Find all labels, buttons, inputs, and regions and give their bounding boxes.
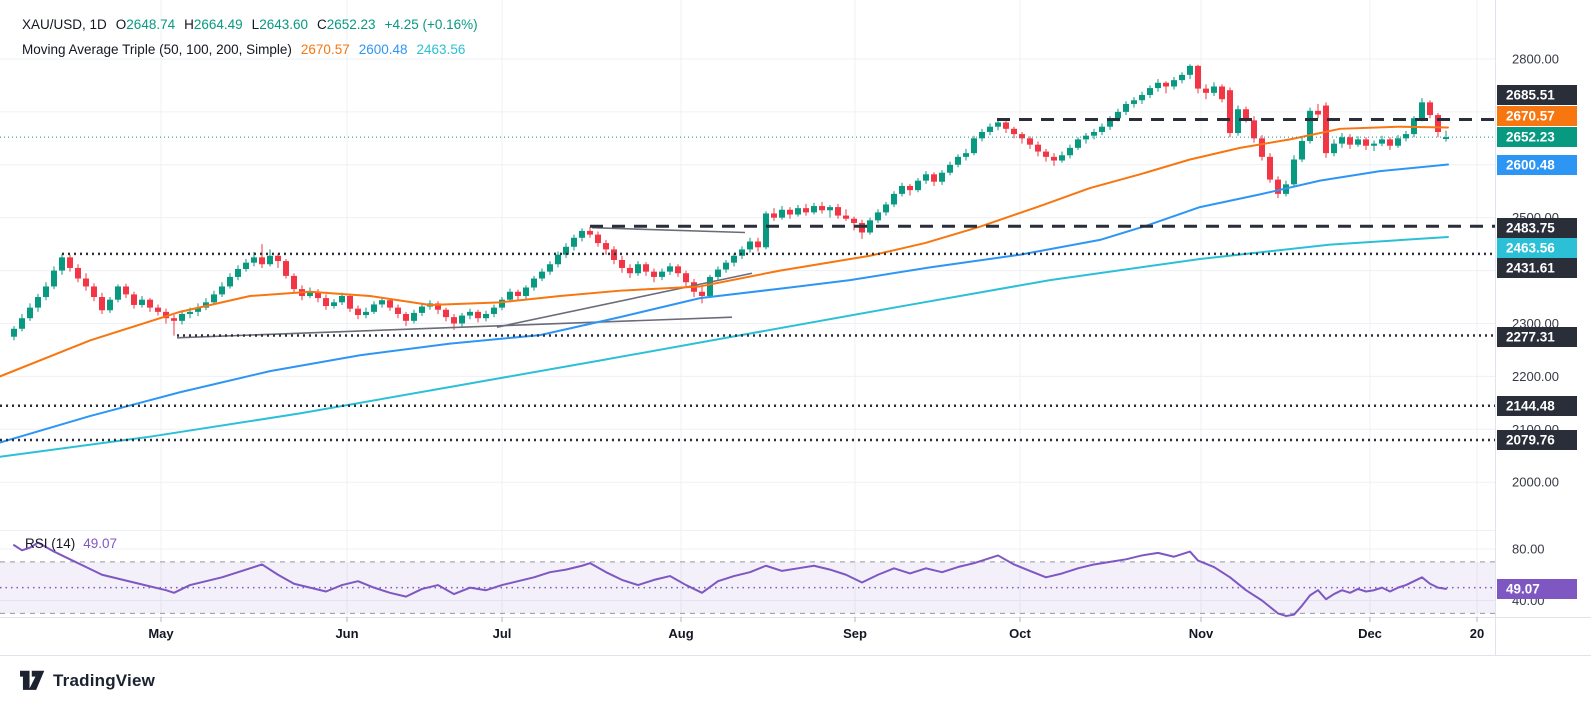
close-label: C — [317, 17, 327, 32]
price-axis-label: 2000.00 — [1512, 475, 1559, 490]
symbol-title[interactable]: XAU/USD, 1D — [22, 17, 107, 32]
low-label: L — [251, 17, 260, 32]
svg-text:2277.31: 2277.31 — [1506, 330, 1555, 345]
price-badge — [1497, 155, 1577, 175]
price-badge — [1497, 430, 1577, 450]
rsi-title[interactable]: RSI (14) — [25, 536, 76, 551]
time-axis-label: May — [148, 626, 174, 641]
time-axis-label: Sep — [843, 626, 867, 641]
ma-legend-row[interactable]: Moving Average Triple (50, 100, 200, Sim… — [22, 37, 478, 62]
pane-borders — [0, 0, 1591, 656]
price-badge — [1497, 327, 1577, 347]
svg-text:2600.48: 2600.48 — [1506, 158, 1555, 173]
time-axis-label: Aug — [668, 626, 693, 641]
ma-indicator-title[interactable]: Moving Average Triple (50, 100, 200, Sim… — [22, 42, 292, 57]
time-axis-label: 20 — [1470, 626, 1484, 641]
ma200-value: 2463.56 — [416, 42, 466, 57]
ma100-value: 2600.48 — [358, 42, 408, 57]
svg-text:2463.56: 2463.56 — [1506, 241, 1555, 256]
price-badge — [1497, 106, 1577, 126]
trendlines-layer[interactable] — [176, 226, 753, 339]
high-label: H — [184, 17, 194, 32]
svg-text:2431.61: 2431.61 — [1506, 261, 1555, 276]
price-badge — [1497, 85, 1577, 105]
ma-line-50[interactable] — [0, 125, 1449, 378]
price-badge — [1497, 579, 1577, 599]
price-badge — [1497, 238, 1577, 258]
time-axis[interactable]: May Jun Jul Aug Sep Oct Nov Dec 20 — [148, 617, 1484, 641]
brand-name[interactable]: TradingView — [53, 671, 156, 690]
low-value: 2643.60 — [259, 17, 308, 32]
svg-text:2079.76: 2079.76 — [1506, 433, 1555, 448]
price-axis-label: 2200.00 — [1512, 369, 1559, 384]
time-axis-label: Jun — [335, 626, 358, 641]
svg-text:2685.51: 2685.51 — [1506, 88, 1555, 103]
rsi-legend[interactable]: RSI (14) 49.07 — [25, 536, 117, 551]
open-label: O — [115, 17, 127, 32]
symbol-legend-row[interactable]: XAU/USD, 1D O 2648.74 H 2664.49 L 2643.60 C 2652… — [22, 12, 478, 37]
rsi-line[interactable] — [13, 541, 1447, 617]
rsi-axis-label: 80.00 — [1512, 542, 1545, 557]
svg-text:2652.23: 2652.23 — [1506, 130, 1555, 145]
high-value: 2664.49 — [193, 17, 243, 32]
price-badge — [1497, 396, 1577, 416]
price-badge — [1497, 127, 1577, 147]
axis-badges: 2685.51 2670.57 2652.23 2600.48 2483.75 2463.… — [1497, 85, 1577, 599]
ma50-value: 2670.57 — [300, 42, 350, 57]
grid-layer — [0, 0, 1495, 617]
open-value: 2648.74 — [126, 17, 176, 32]
rsi-band — [0, 561, 1495, 614]
time-axis-label: Dec — [1358, 626, 1382, 641]
tradingview-logo-icon[interactable] — [20, 670, 45, 692]
price-axis-label: 2800.00 — [1512, 51, 1559, 66]
ma-line-100[interactable] — [0, 163, 1449, 444]
price-levels-layer[interactable] — [0, 118, 1495, 442]
rsi-value: 49.07 — [83, 536, 118, 551]
time-axis-label: Nov — [1189, 626, 1214, 641]
svg-text:2483.75: 2483.75 — [1506, 221, 1555, 236]
close-value: 2652.23 — [326, 17, 376, 32]
svg-text:2670.57: 2670.57 — [1506, 109, 1555, 124]
change-value: +4.25 (+0.16%) — [384, 17, 478, 32]
svg-text:2144.48: 2144.48 — [1506, 399, 1555, 414]
chart-legend: XAU/USD, 1D O 2648.74 H 2664.49 L 2643.60 C 2652… — [22, 12, 478, 62]
candles-layer — [11, 64, 1449, 341]
footer-bar: TradingView — [0, 656, 1591, 706]
price-badge — [1497, 218, 1577, 238]
time-axis-label: Jul — [493, 626, 512, 641]
time-axis-label: Oct — [1009, 626, 1031, 641]
price-badge — [1497, 258, 1577, 278]
svg-text:49.07: 49.07 — [1506, 582, 1540, 597]
ma-line-200[interactable] — [0, 235, 1449, 458]
price-chart-svg[interactable]: May Jun Jul Aug Sep Oct Nov Dec 202800.002500.00… — [0, 0, 1591, 656]
